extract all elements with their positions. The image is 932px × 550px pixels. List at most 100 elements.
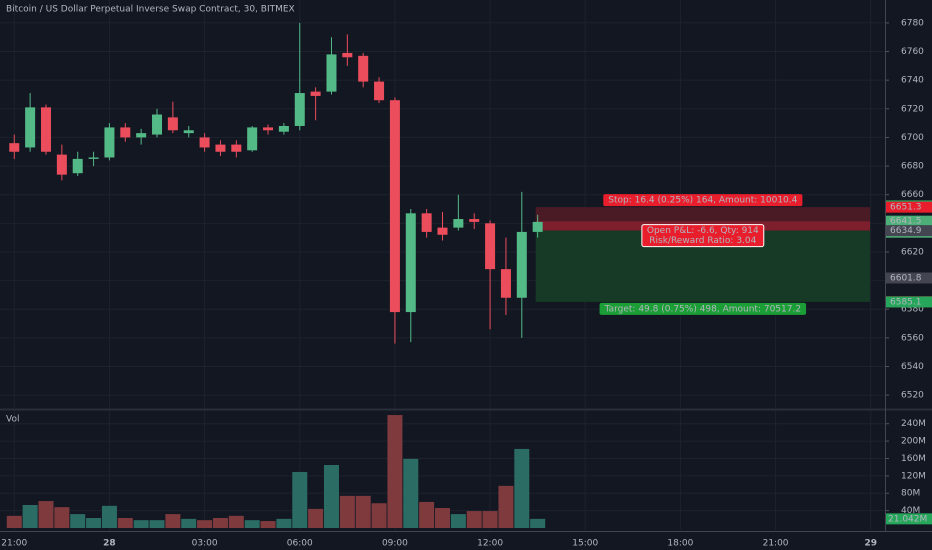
y-tick-label: 6680: [901, 162, 924, 172]
volume-bar: [419, 501, 435, 528]
candle-body: [294, 93, 305, 126]
candle-body: [40, 107, 51, 152]
volume-bar: [371, 503, 387, 528]
volume-bar: [276, 518, 292, 528]
y-tick-label: 6660: [901, 190, 924, 200]
x-tick-label: 21:00: [1, 539, 27, 549]
price-label-box: [886, 201, 932, 213]
candle-body: [310, 91, 321, 96]
pnl-label: Open P&L: -6.6, Qty: 914: [647, 226, 759, 236]
rr-label: Risk/Reward Ratio: 3.04: [649, 236, 756, 246]
volume-bar: [133, 520, 149, 528]
chart-title: Bitcoin / US Dollar Perpetual Inverse Sw…: [6, 5, 295, 15]
y-tick-label: 6780: [901, 18, 924, 28]
volume-bar: [514, 448, 530, 528]
target-label: Target: 49.8 (0.75%) 498, Amount: 70517.…: [604, 304, 802, 314]
y-tick-label: 80M: [901, 489, 920, 499]
candle-body: [516, 231, 527, 298]
volume-bar: [466, 511, 482, 528]
y-tick-label: 240M: [901, 419, 926, 429]
x-tick-label: 12:00: [477, 539, 503, 549]
candle-body: [167, 117, 178, 131]
y-tick-label: 6760: [901, 47, 924, 57]
volume-bar: [387, 415, 403, 528]
y-tick-label: 6520: [901, 391, 924, 401]
volume-bar: [70, 514, 86, 528]
volume-bar: [38, 501, 54, 528]
y-tick-label: 6540: [901, 362, 924, 372]
price-label-box: [886, 272, 932, 284]
candle-body: [247, 127, 258, 151]
volume-bar: [482, 511, 498, 528]
target-label-box: [599, 302, 807, 315]
volume-bar: [181, 518, 197, 528]
x-tick-label: 03:00: [192, 539, 218, 549]
y-tick-label: 200M: [901, 437, 926, 447]
y-tick-label: 6580: [901, 305, 924, 315]
stop-label-box: [603, 194, 803, 207]
y-tick-label: 6720: [901, 104, 924, 114]
candle-body: [136, 133, 147, 138]
x-tick-label: 15:00: [572, 539, 598, 549]
volume-bar: [197, 520, 213, 528]
x-tick-label: 28: [103, 539, 116, 549]
volume-bar: [498, 485, 514, 528]
candle-body: [215, 144, 226, 152]
candle-body: [389, 100, 400, 313]
candle-body: [278, 125, 289, 132]
candle-body: [25, 107, 36, 148]
volume-bar: [403, 458, 419, 528]
volume-bar: [165, 514, 181, 528]
volume-bar: [450, 514, 466, 528]
x-tick-label: 21:00: [763, 539, 789, 549]
volume-last-box: [886, 513, 932, 525]
y-tick-label: 6560: [901, 333, 924, 343]
candle-body: [56, 154, 67, 175]
candle-body: [9, 143, 20, 152]
volume-bar: [212, 518, 228, 528]
volume-bar: [101, 505, 117, 528]
volume-bar: [117, 518, 133, 528]
candle-body: [500, 269, 511, 298]
price-label: 6585.1: [890, 297, 922, 307]
volume-bar: [228, 515, 244, 528]
candle-body: [437, 227, 448, 235]
candle-body: [342, 52, 353, 58]
y-tick-label: 6740: [901, 76, 924, 86]
y-tick-label: 120M: [901, 471, 926, 481]
candle-body: [199, 137, 210, 148]
volume-bar: [244, 520, 260, 528]
volume-bar: [530, 518, 546, 528]
volume-bar: [149, 520, 165, 528]
stop-zone: [535, 207, 870, 222]
price-label: 6634.9: [890, 226, 922, 236]
candle-body: [374, 81, 385, 101]
candle-body: [152, 114, 163, 135]
candle-body: [405, 213, 416, 313]
price-label: 6601.8: [890, 274, 922, 284]
price-label: 6651.3: [890, 203, 922, 213]
candle-body: [485, 223, 496, 270]
candle-body: [88, 157, 99, 159]
x-tick-label: 29: [864, 539, 877, 549]
volume-bar: [355, 495, 371, 528]
candle-body: [469, 219, 480, 222]
candle-body: [104, 127, 115, 158]
stop-label: Stop: 16.4 (0.25%) 164, Amount: 10010.4: [608, 196, 797, 206]
price-label: 6641.5: [890, 217, 922, 227]
price-label-box: [886, 296, 932, 308]
volume-title: Vol: [6, 415, 19, 425]
volume-bar: [54, 507, 70, 528]
y-tick-label: 40M: [901, 506, 920, 516]
price-label-box: [886, 215, 932, 227]
candle-body: [183, 130, 194, 134]
volume-bar: [435, 508, 450, 528]
x-tick-label: 06:00: [287, 539, 313, 549]
candle-body: [326, 54, 337, 92]
volume-bar: [323, 465, 339, 528]
candle-body: [421, 213, 432, 232]
volume-bar: [339, 495, 355, 528]
candle-body: [358, 55, 369, 82]
volume-bar: [308, 508, 324, 528]
candle-body: [263, 127, 274, 131]
